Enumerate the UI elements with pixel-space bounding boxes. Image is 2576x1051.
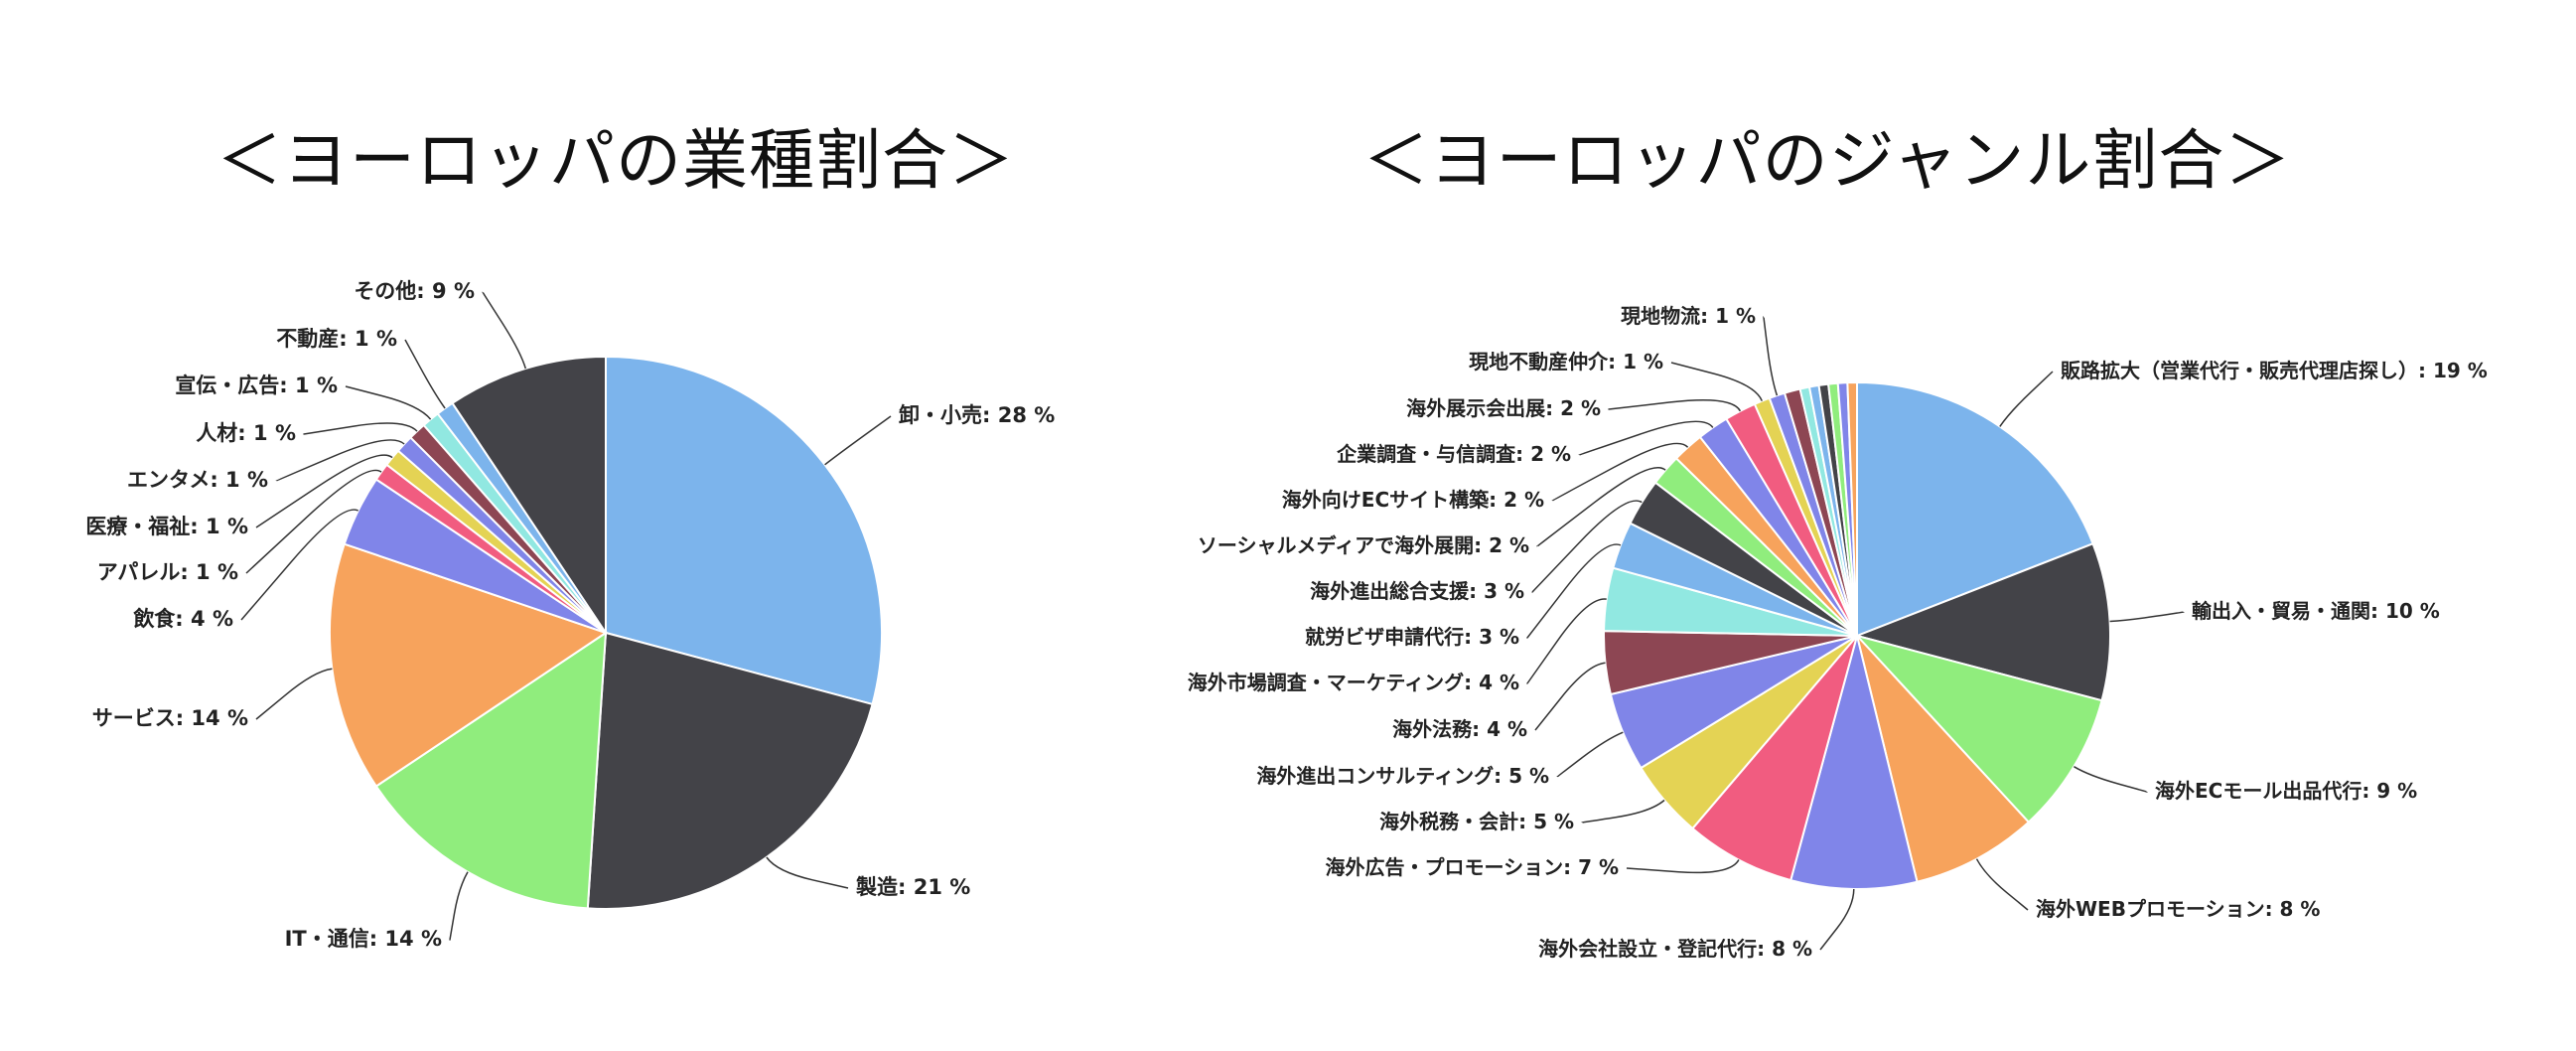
slice-label: 人材: 1 % xyxy=(196,421,296,445)
connector-line xyxy=(2074,766,2148,793)
slice-label: IT・通信: 14 % xyxy=(285,927,442,951)
slice-label: 海外市場調査・マーケティング: 4 % xyxy=(1188,671,1519,694)
slice-label: 製造: 21 % xyxy=(855,875,970,899)
chart-title: ＜ヨーロッパの業種割合＞ xyxy=(216,122,1015,199)
connector-line xyxy=(1626,859,1740,874)
pie-slice xyxy=(1856,380,2094,638)
slice-label: 輸出入・貿易・通関: 10 % xyxy=(2192,599,2440,623)
slice-label: 現地物流: 1 % xyxy=(1621,304,1756,328)
slice-label: 海外展示会出展: 2 % xyxy=(1406,396,1601,420)
connector-line xyxy=(449,871,469,941)
pie-slice xyxy=(374,631,608,910)
slice-label: 卸・小売: 28 % xyxy=(899,403,1055,427)
connector-line xyxy=(1819,888,1855,951)
slice-label: 企業調査・与信調査: 2 % xyxy=(1336,442,1571,466)
slice-label: 宣伝・広告: 1 % xyxy=(175,374,338,397)
slice-label: 海外WEBプロモーション: 8 % xyxy=(2036,897,2320,921)
connector-line xyxy=(766,856,849,889)
slice-label: 海外会社設立・登記代行: 8 % xyxy=(1538,937,1812,961)
slice-label: 海外税務・会計: 5 % xyxy=(1379,810,1574,833)
slice-label: 海外進出コンサルティング: 5 % xyxy=(1256,764,1549,788)
connector-line xyxy=(482,291,527,370)
slice-label: 海外向けECサイト構築: 2 % xyxy=(1282,488,1544,512)
connector-line xyxy=(255,668,333,720)
slice-label: エンタメ: 1 % xyxy=(127,468,268,492)
connector-line xyxy=(1975,858,2029,911)
pie-slice xyxy=(329,542,609,788)
pie-slice xyxy=(1789,635,1919,890)
connector-line xyxy=(345,385,432,420)
connector-line xyxy=(1531,500,1643,593)
connector-line xyxy=(1526,543,1622,639)
connector-line xyxy=(2109,611,2185,623)
industry-pie-chart: 卸・小売: 28 % 製造: 21 % IT・通信: 14 % サービス: 14 % 飲… xyxy=(85,279,1055,951)
connector-line xyxy=(275,439,405,482)
connector-line xyxy=(1534,662,1606,731)
genre-chart-panel: ＜ヨーロッパのジャンル割合＞ 販路拡大（営業代行・販売代理店探し）: 19 % 輸… xyxy=(1142,0,2576,1051)
pie-slice xyxy=(586,631,874,910)
slice-label: 飲食: 4 % xyxy=(132,607,233,631)
pie-slice xyxy=(1846,380,1858,637)
connector-line xyxy=(1536,467,1666,547)
slice-label: 就労ビザ申請代行: 3 % xyxy=(1305,625,1519,649)
connector-line xyxy=(240,509,359,621)
connector-line xyxy=(1670,362,1763,401)
connector-line xyxy=(1581,799,1665,824)
genre-pie-chart: 販路拡大（営業代行・販売代理店探し）: 19 % 輸出入・貿易・通関: 10 % 海… xyxy=(1188,304,2488,961)
slice-label: 医療・福祉: 1 % xyxy=(85,515,248,538)
connector-line xyxy=(1578,420,1714,456)
connector-line xyxy=(1763,316,1779,396)
connector-line xyxy=(255,454,393,528)
slice-label: 不動産: 1 % xyxy=(276,327,397,351)
slice-label: ソーシャルメディアで海外展開: 2 % xyxy=(1198,533,1529,557)
connector-line xyxy=(404,339,446,409)
connector-line xyxy=(1551,442,1689,502)
pie-slice xyxy=(1691,635,1858,882)
slice-label: 海外広告・プロモーション: 7 % xyxy=(1326,855,1619,879)
slice-label: 海外進出総合支援: 3 % xyxy=(1310,579,1524,603)
pie-slice xyxy=(1853,541,2111,702)
pie-slice xyxy=(1853,634,2103,824)
connector-line xyxy=(245,469,382,574)
industry-chart-panel: ＜ヨーロッパの業種割合＞ 卸・小売: 28 % 製造: 21 % IT・通信: 14… xyxy=(0,0,1231,1051)
connector-line xyxy=(1608,398,1742,412)
connector-line xyxy=(1526,598,1607,684)
slice-label: 海外法務: 4 % xyxy=(1392,717,1527,741)
slice-label: 現地不動産仲介: 1 % xyxy=(1469,350,1663,374)
connector-line xyxy=(1999,371,2054,427)
connector-line xyxy=(1556,731,1624,778)
slice-label: 販路拡大（営業代行・販売代理店探し）: 19 % xyxy=(2061,359,2488,382)
connector-line xyxy=(824,415,892,466)
slice-label: サービス: 14 % xyxy=(92,706,248,730)
pie-slice xyxy=(605,355,883,706)
slice-label: アパレル: 1 % xyxy=(97,560,238,584)
chart-title: ＜ヨーロッパのジャンル割合＞ xyxy=(1362,122,2292,199)
slice-label: 海外ECモール出品代行: 9 % xyxy=(2155,779,2417,803)
slice-label: その他: 9 % xyxy=(354,279,475,303)
connector-line xyxy=(303,422,418,435)
